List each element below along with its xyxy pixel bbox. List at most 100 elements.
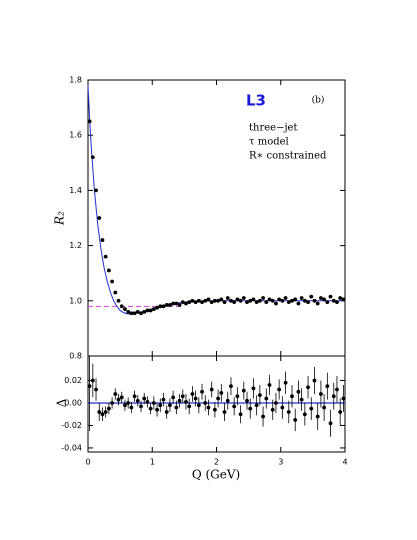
data-point [219, 390, 224, 395]
data-point [164, 303, 169, 307]
y-tick-label: 1.4 [69, 186, 82, 195]
data-point [177, 303, 182, 307]
data-point [216, 298, 221, 303]
experiment-label: L3 [246, 92, 266, 110]
data-point [193, 300, 198, 305]
y-tick-label: 0.02 [64, 376, 82, 385]
data-point [161, 304, 166, 309]
data-point [229, 298, 233, 303]
data-point [302, 298, 307, 303]
y-tick-label: 1.8 [69, 76, 82, 85]
data-point [283, 296, 288, 300]
data-point [184, 399, 188, 404]
data-point [106, 406, 111, 411]
data-point [267, 297, 272, 302]
data-point [129, 311, 134, 316]
data-point [306, 385, 310, 390]
y-tick-label: 1.2 [69, 241, 82, 250]
data-point [338, 296, 343, 300]
data-point [296, 301, 301, 306]
data-point [293, 417, 298, 422]
data-point [90, 155, 95, 160]
data-point [219, 297, 224, 302]
data-point [319, 296, 323, 300]
data-point [203, 401, 208, 405]
data-point [139, 404, 143, 409]
data-point [148, 406, 153, 411]
data-point [331, 394, 336, 399]
data-point [286, 300, 291, 305]
data-point [248, 406, 253, 411]
data-point [190, 298, 195, 303]
data-point [257, 393, 262, 398]
data-point [274, 401, 278, 405]
data-point [171, 301, 176, 306]
data-point [293, 297, 298, 302]
data-point [322, 297, 327, 302]
data-point [315, 414, 320, 419]
data-point [180, 394, 185, 399]
x-tick-label: 3 [278, 458, 283, 467]
data-point [116, 397, 121, 402]
data-point [145, 399, 150, 404]
data-point [235, 394, 240, 399]
data-point [286, 410, 291, 414]
data-point [193, 396, 198, 401]
x-tick-label: 1 [150, 458, 155, 467]
data-point [299, 397, 304, 402]
x-tick-label: 0 [85, 458, 90, 467]
data-point [103, 410, 108, 414]
data-point [132, 311, 137, 316]
data-point [206, 405, 211, 410]
y-tick-label: 1.6 [69, 131, 82, 140]
data-point [241, 388, 246, 393]
data-point [232, 404, 237, 409]
data-point [110, 401, 114, 405]
data-point [187, 300, 192, 305]
data-point [180, 300, 185, 305]
data-point [97, 216, 102, 220]
data-point [106, 268, 111, 273]
data-point [126, 309, 131, 314]
data-point [174, 405, 179, 410]
data-point [254, 300, 259, 305]
data-point [100, 412, 105, 417]
data-point [94, 387, 98, 392]
data-point [325, 300, 330, 305]
data-point [135, 398, 140, 403]
data-point [113, 290, 118, 295]
data-point [225, 296, 230, 300]
y-tick-label: 0.8 [69, 352, 82, 361]
data-point [248, 298, 253, 303]
panel-label: (b) [312, 95, 325, 106]
y-tick-label: -0.04 [61, 443, 82, 452]
data-point [222, 410, 227, 414]
data-point [94, 188, 98, 193]
data-point [322, 405, 327, 410]
data-point [203, 298, 208, 303]
y-axis-label: R₂ [53, 211, 67, 226]
data-point [123, 307, 127, 311]
data-point [190, 392, 195, 396]
data-point [135, 309, 140, 314]
data-point [209, 387, 214, 392]
x-tick-label: 2 [214, 458, 219, 467]
data-point [257, 298, 262, 303]
data-point [238, 298, 243, 303]
data-point [296, 389, 301, 394]
data-point [110, 279, 114, 284]
data-point [164, 410, 169, 414]
data-point [132, 394, 137, 399]
data-point [319, 392, 323, 396]
data-point [261, 296, 265, 300]
data-point [200, 300, 204, 305]
data-point [155, 305, 159, 310]
data-point [280, 405, 285, 410]
data-point [90, 378, 95, 383]
annotation: three−jet [249, 123, 298, 134]
data-point [235, 297, 240, 302]
data-point [168, 303, 172, 307]
data-point [158, 403, 163, 408]
data-point [151, 307, 156, 311]
y-tick-label: 0.00 [64, 398, 82, 407]
